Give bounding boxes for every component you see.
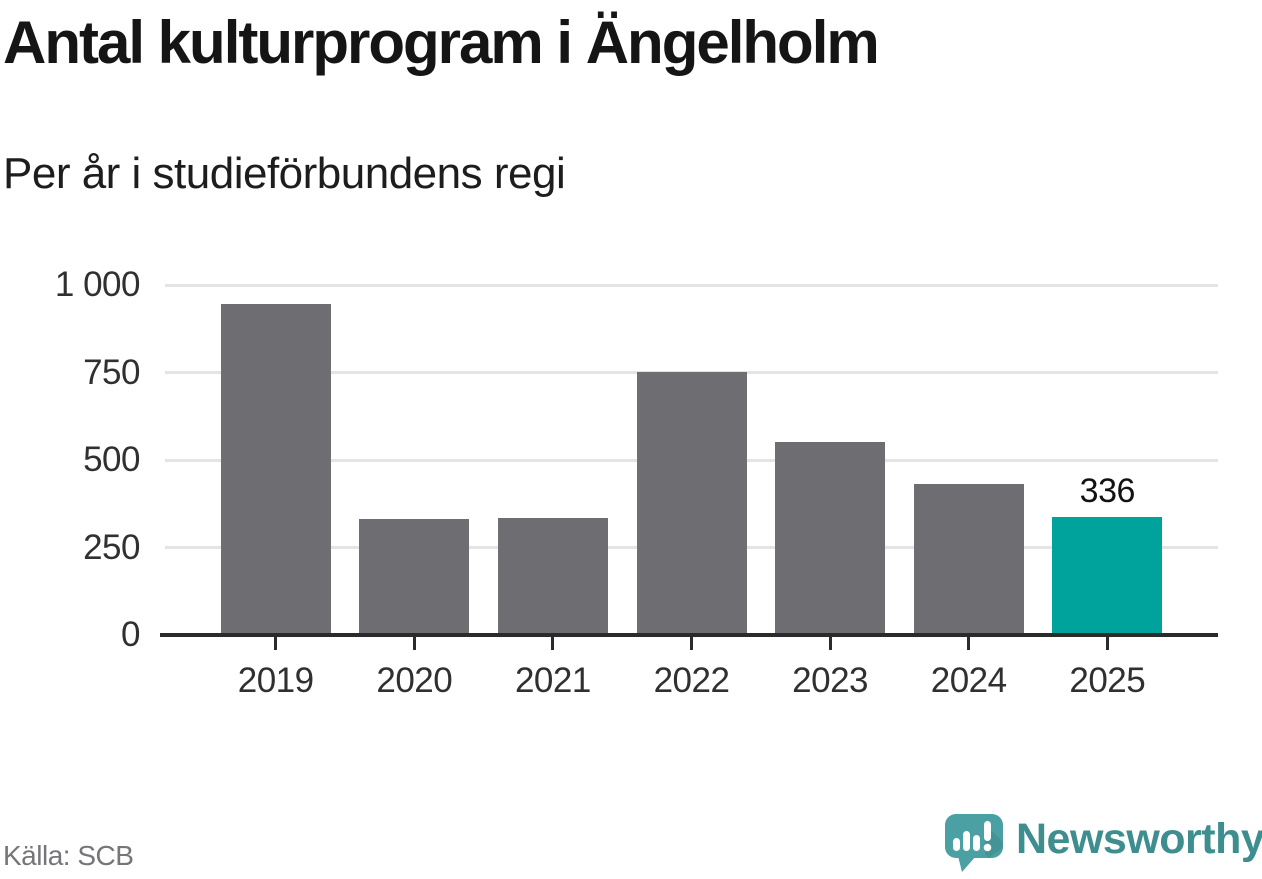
plot-area [165,283,1218,635]
y-tick-label-250: 250 [83,527,140,567]
chart-subtitle: Per år i studieförbundens regi [3,149,566,198]
logo-bubble-tail [958,856,976,872]
x-tick-label-2020: 2020 [376,661,453,700]
y-tick-label-0: 0 [121,615,140,654]
x-tick-label-2022: 2022 [653,661,730,700]
bar-value-label: 336 [1079,472,1136,510]
x-tick-2025 [1105,637,1109,650]
y-tick-label-500: 500 [83,440,140,479]
logo-chart-bar-medium [973,835,980,851]
y-tick-label-750: 750 [83,352,140,392]
x-tick-2020 [412,637,416,650]
x-axis-line [160,633,1218,637]
gridline-1000 [165,283,1218,287]
x-tick-label-2019: 2019 [237,661,314,700]
x-tick-2022 [690,637,693,650]
bar-2022 [636,372,747,635]
x-tick-label-2023: 2023 [792,661,869,700]
logo-exclamation-bar [984,821,991,841]
newsworthy-wordmark: Newsworthy [1016,815,1262,863]
source-note: Källa: SCB [3,840,134,871]
bar-2021 [497,518,608,635]
x-tick-2021 [551,637,555,650]
x-tick-label-2021: 2021 [514,661,591,700]
bar-2019 [220,304,331,635]
newsworthy-logo: Newsworthy [945,814,1262,874]
bar-2024 [913,484,1024,635]
x-tick-2019 [274,637,278,650]
bar-2023 [775,442,886,635]
x-tick-2024 [967,637,971,650]
x-tick-label-2025: 2025 [1069,661,1146,700]
x-tick-label-2024: 2024 [930,661,1007,700]
newsworthy-logo-icon [945,814,1003,872]
bar-2020 [359,519,470,635]
logo-chart-bar-tall [963,831,970,851]
y-tick-label-1000: 1 000 [54,265,141,304]
chart-title: Antal kulturprogram i Ängelholm [3,9,880,76]
logo-chart-bar-small [953,838,960,851]
bar-2025 [1052,517,1163,635]
logo-exclamation-dot [983,843,992,852]
x-tick-2023 [828,637,832,650]
